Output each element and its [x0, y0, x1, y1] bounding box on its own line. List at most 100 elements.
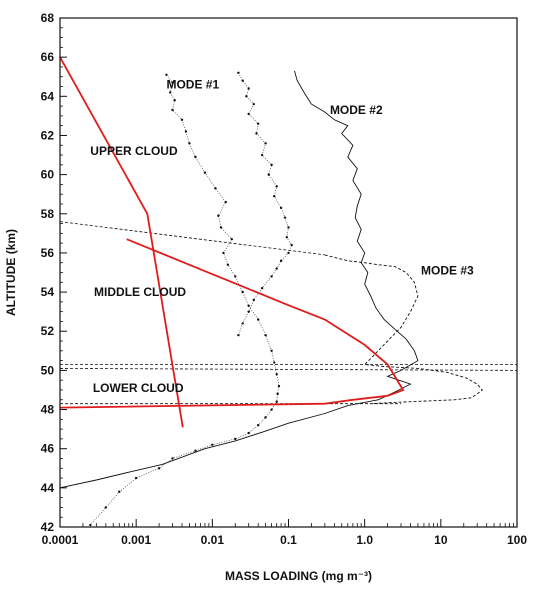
- series-point: [234, 437, 237, 441]
- series-point: [264, 142, 267, 145]
- series-point: [285, 236, 289, 239]
- series-point: [270, 408, 273, 411]
- series-point: [222, 251, 225, 255]
- series-point: [184, 130, 188, 133]
- series-layer: [59, 56, 518, 527]
- series-point: [211, 443, 214, 446]
- x-axis-title: MASS LOADING (mg m⁻³): [225, 569, 372, 583]
- series-point: [273, 194, 276, 198]
- series-point: [277, 384, 281, 388]
- series-point: [219, 226, 223, 229]
- series-point: [171, 457, 174, 460]
- series-point: [237, 71, 240, 75]
- series-point: [252, 298, 255, 302]
- series-point: [169, 91, 172, 94]
- series-point: [89, 523, 92, 527]
- y-tick-label: 44: [41, 481, 55, 495]
- series-point: [171, 108, 174, 112]
- series-point: [245, 95, 248, 98]
- series-point: [234, 275, 237, 278]
- series-point: [255, 132, 258, 135]
- x-tick-label: 0.01: [201, 533, 225, 547]
- series-point: [275, 400, 278, 403]
- series-point: [214, 187, 217, 190]
- series-point: [157, 467, 161, 470]
- series-point: [270, 349, 273, 353]
- series-point: [275, 267, 278, 270]
- y-tick-label: 56: [41, 246, 55, 260]
- y-tick-label: 48: [41, 403, 55, 417]
- x-tick-label: 0.0001: [42, 533, 79, 547]
- series-point: [180, 118, 184, 122]
- series-point: [217, 214, 220, 217]
- series-point: [275, 185, 278, 188]
- series-point: [247, 431, 250, 435]
- series-point: [165, 73, 168, 76]
- series-point: [270, 275, 273, 278]
- y-tick-label: 50: [41, 363, 55, 377]
- series-point: [267, 173, 270, 176]
- series-point: [279, 206, 283, 210]
- series-point: [241, 79, 244, 82]
- series-point: [230, 238, 233, 241]
- series-point: [247, 87, 250, 90]
- annotation-label: MODE #2: [330, 103, 383, 117]
- x-tick-label: 0.1: [280, 533, 297, 547]
- y-tick-label: 64: [41, 89, 55, 103]
- y-axis-title: ALTITUDE (km): [4, 229, 18, 316]
- y-tick-label: 62: [41, 128, 55, 142]
- x-tick-label: 10: [434, 533, 448, 547]
- series-line: [238, 72, 293, 336]
- series-point: [252, 102, 255, 106]
- series-point: [264, 333, 267, 337]
- series-point: [270, 163, 273, 167]
- y-tick-label: 58: [41, 207, 55, 221]
- series-point: [256, 122, 260, 125]
- series-point: [237, 333, 240, 337]
- y-tick-label: 54: [41, 285, 55, 299]
- y-tick-label: 52: [41, 324, 55, 338]
- annotation-label: UPPER CLOUD: [90, 144, 178, 158]
- series-line: [59, 70, 419, 489]
- series-point: [247, 304, 250, 307]
- series-point: [194, 449, 197, 452]
- series-point: [118, 490, 121, 493]
- series-line: [59, 238, 405, 409]
- series-point: [104, 506, 108, 509]
- series-point: [287, 226, 290, 229]
- series-point: [247, 310, 250, 313]
- series-point: [226, 263, 230, 266]
- series-point: [260, 153, 264, 157]
- series-point: [173, 99, 176, 102]
- y-tick-label: 46: [41, 442, 55, 456]
- y-tick-label: 42: [41, 520, 55, 534]
- y-tick-label: 66: [41, 50, 55, 64]
- y-tick-label: 60: [41, 168, 55, 182]
- series-point: [224, 200, 227, 204]
- series-point: [256, 318, 260, 321]
- series-point: [134, 476, 138, 480]
- series-point: [279, 259, 283, 262]
- axes-layer: [59, 17, 518, 528]
- series-point: [188, 142, 191, 145]
- series-point: [273, 361, 276, 364]
- cloud-boundary-line: [59, 221, 325, 256]
- series-line: [59, 56, 184, 428]
- x-tick-label: 100: [507, 533, 527, 547]
- series-point: [275, 373, 278, 376]
- annotation-label: MODE #3: [421, 263, 474, 277]
- series-line: [324, 254, 483, 405]
- series-point: [203, 171, 207, 174]
- series-point: [283, 216, 287, 219]
- series-point: [287, 251, 290, 255]
- series-line: [90, 74, 280, 526]
- text-layer: MASS LOADING (mg m⁻³) ALTITUDE (km) 42 44…: [4, 11, 527, 583]
- x-tick-label: 1.0: [356, 533, 373, 547]
- series-point: [194, 155, 197, 159]
- series-point: [260, 286, 264, 290]
- series-point: [241, 322, 244, 325]
- series-point: [241, 290, 244, 294]
- series-point: [264, 416, 267, 419]
- annotation-label: MODE #1: [166, 77, 219, 91]
